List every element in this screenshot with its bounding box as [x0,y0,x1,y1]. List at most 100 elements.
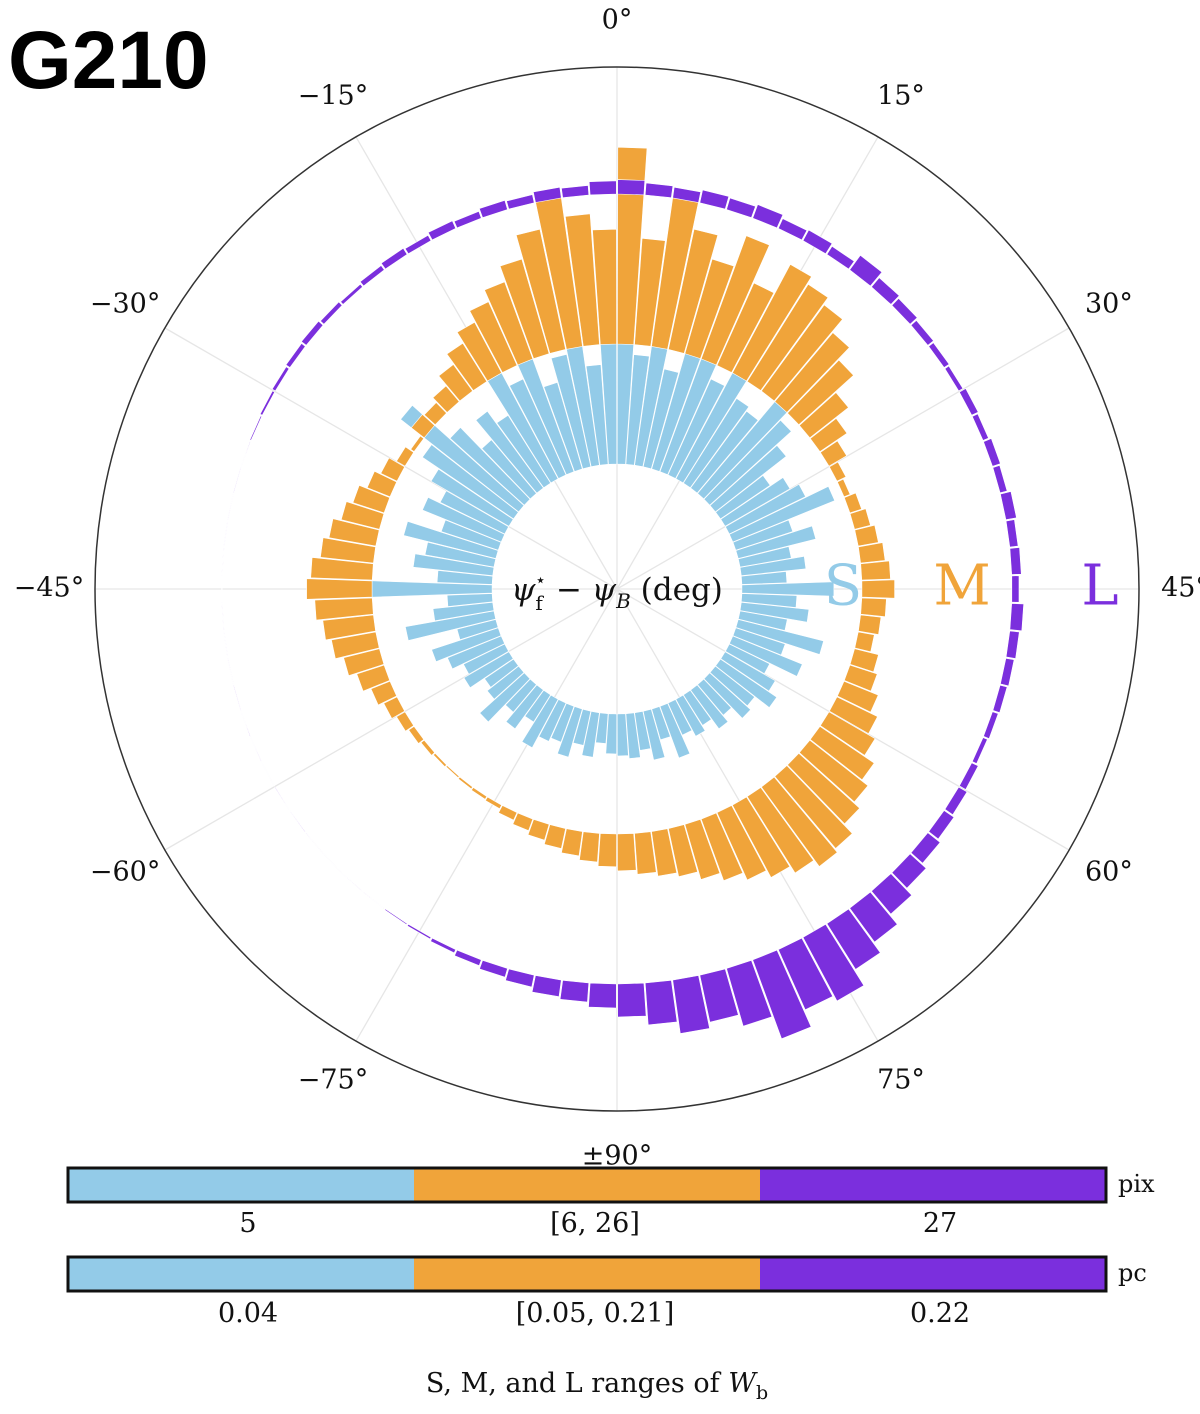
polar-frame [94,66,1140,1112]
bar-m [731,796,791,878]
bar-s [421,444,519,520]
grid-spoke [616,588,1070,851]
bar-m [809,725,875,781]
bar-s [404,610,497,641]
bar-s [690,684,729,730]
legend-pc-m [414,1257,760,1291]
bar-s [572,708,592,746]
polar-histogram: 0° 15° 30° 45° 60° 75° ±90° −75° −60° −45° −30° −15… [14,5,1200,1172]
bar-m [527,819,550,841]
bar-m [819,711,876,756]
ring-label-m: M [933,554,990,619]
bar-s [436,570,494,585]
bar-s [605,713,618,755]
bar-m [746,283,829,391]
bar-s [484,658,519,688]
bar-m [340,501,385,530]
bar-s [521,694,559,749]
legend-pix-s [68,1168,414,1202]
bar-l [777,937,834,1011]
bar-s [724,483,807,535]
bar-s [403,521,499,559]
bar-m [320,537,376,564]
bar-m [484,281,534,366]
bar-m [366,470,397,498]
bar-m [470,787,488,800]
bar-l [506,194,535,210]
grid-spoke [616,327,1070,590]
bar-m [716,805,767,881]
bar-s [634,710,651,751]
bar-s [439,490,510,535]
bar-l [971,413,989,441]
bar-m [760,776,838,867]
bar-l [250,737,263,763]
bar-l [271,366,290,392]
bar-m [456,321,503,382]
bar-s [543,382,583,472]
bar-s [735,525,817,559]
bar-l [928,342,950,368]
bar-l [362,891,385,909]
bar-s [440,519,502,551]
bar-s [735,619,824,655]
bar-l [319,301,343,325]
bar-m [410,413,436,439]
bar-m [370,680,397,706]
bar-l [240,711,251,738]
legend-pix-label-l: 27 [923,1208,957,1239]
legend-pix-unit: pix [1118,1170,1155,1198]
bar-m [408,725,425,744]
bar-m [798,392,849,439]
bar-s [667,378,726,479]
bar-s [729,635,803,677]
bar-s [431,627,502,663]
bar-s [737,546,792,568]
legend-pc: pc 0.04 [0.05, 0.21] 0.22 [66,1255,1147,1329]
bar-s [504,678,537,713]
bar-l [384,908,408,926]
bar-l [726,197,756,218]
bar-l [453,210,482,229]
legend-pix-label-s: 5 [239,1208,256,1239]
bar-s [595,712,609,744]
bar-s [625,712,641,759]
bar-s [703,419,792,506]
legend-pc-unit: pc [1118,1259,1147,1287]
bar-s [715,658,778,709]
bar-m [634,237,666,347]
angle-tick-label: −15° [298,81,368,112]
bar-s [675,694,706,737]
bar-m [668,228,719,354]
bar-m [512,812,534,831]
bar-m [322,614,376,641]
bar-l [1000,657,1015,687]
bar-m [760,304,843,402]
bar-l [427,220,457,241]
bar-m [849,508,871,530]
bar-l [227,657,234,685]
bar-s [740,571,788,585]
bar-m [328,518,380,547]
bar-m [579,831,600,863]
grid-spoke [164,327,618,590]
bar-l [261,762,275,787]
bar-l [752,204,784,229]
bar-s [557,706,583,758]
angle-tick-label: −75° [298,1064,368,1095]
bar-l [259,390,276,416]
bar-m [592,228,617,345]
bar-l [588,180,617,196]
bar-l [561,185,590,199]
bar-l [983,711,999,739]
bar-m [498,805,518,821]
bar-l [992,465,1008,494]
bar-s [456,619,499,641]
bar-l [430,937,457,954]
bar-s [739,601,810,623]
legend-pc-l [760,1257,1106,1291]
bar-m [716,282,775,373]
bar-m [746,787,815,874]
bar-s [737,610,788,631]
bar-m [314,597,374,621]
